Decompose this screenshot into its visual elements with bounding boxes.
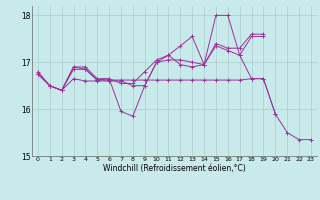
X-axis label: Windchill (Refroidissement éolien,°C): Windchill (Refroidissement éolien,°C) <box>103 164 246 173</box>
